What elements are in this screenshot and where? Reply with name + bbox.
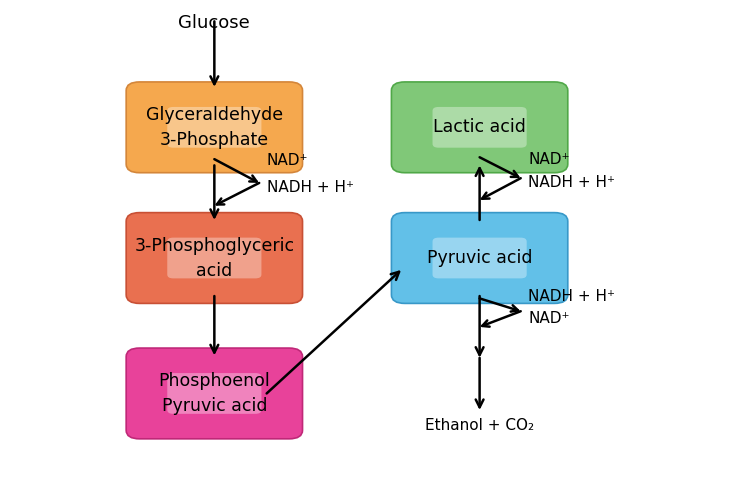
- Text: NADH + H⁺: NADH + H⁺: [528, 175, 615, 190]
- Text: NAD⁺: NAD⁺: [528, 152, 570, 167]
- FancyBboxPatch shape: [433, 107, 526, 148]
- Text: 3-Phosphoglyceric
acid: 3-Phosphoglyceric acid: [134, 237, 295, 280]
- Text: NADH + H⁺: NADH + H⁺: [267, 180, 354, 195]
- Text: Ethanol + CO₂: Ethanol + CO₂: [425, 418, 534, 433]
- Text: Pyruvic acid: Pyruvic acid: [427, 249, 532, 267]
- Text: NAD⁺: NAD⁺: [528, 311, 570, 326]
- FancyBboxPatch shape: [167, 107, 262, 148]
- FancyBboxPatch shape: [167, 238, 262, 278]
- Text: NAD⁺: NAD⁺: [267, 153, 308, 168]
- FancyBboxPatch shape: [126, 82, 302, 173]
- FancyBboxPatch shape: [433, 238, 526, 278]
- FancyBboxPatch shape: [126, 348, 302, 439]
- Text: Lactic acid: Lactic acid: [433, 119, 526, 136]
- Text: Glucose: Glucose: [178, 14, 251, 32]
- FancyBboxPatch shape: [392, 213, 568, 304]
- Text: Glyceraldehyde
3-Phosphate: Glyceraldehyde 3-Phosphate: [146, 106, 283, 149]
- FancyBboxPatch shape: [167, 373, 262, 414]
- Text: Phosphoenol
Pyruvic acid: Phosphoenol Pyruvic acid: [158, 372, 270, 415]
- FancyBboxPatch shape: [126, 213, 302, 304]
- FancyBboxPatch shape: [392, 82, 568, 173]
- Text: NADH + H⁺: NADH + H⁺: [528, 289, 615, 304]
